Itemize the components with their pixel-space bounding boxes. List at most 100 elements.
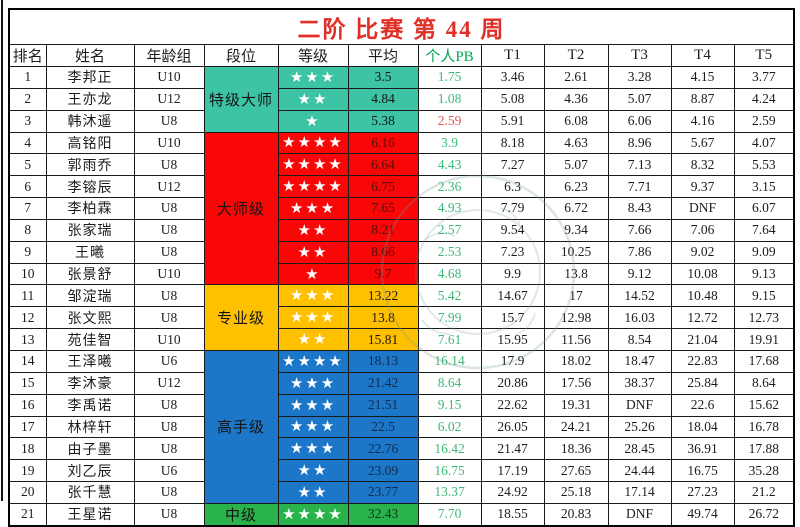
- time-cell-t3: 3.28: [607, 66, 672, 89]
- average-cell: 13.22: [347, 284, 419, 308]
- table-row: 13 苑佳智 U10 ★★ 15.81 7.61 15.95 11.56 8.54 21.04 19…: [8, 328, 795, 351]
- personal-best-cell: 2.59: [417, 109, 482, 133]
- time-cell-t1: 18.55: [480, 502, 545, 527]
- name-cell: 邹淀瑞: [45, 284, 135, 308]
- personal-best-cell: 6.02: [417, 415, 482, 439]
- table-row: 3 韩沐遥 U8 ★ 5.38 2.59 5.91 6.08 6.06 4.16 2.59: [8, 109, 795, 133]
- average-cell: 9.7: [347, 262, 419, 286]
- col-header-10: T3: [607, 44, 672, 67]
- time-cell-t4: 12.72: [670, 306, 735, 330]
- time-cell-t5: 2.59: [733, 109, 795, 133]
- time-cell-t2: 27.65: [543, 459, 609, 483]
- age-group-cell: U6: [133, 349, 205, 373]
- time-cell-t3: 6.06: [607, 109, 672, 133]
- time-cell-t5: 15.62: [733, 393, 795, 417]
- personal-best-cell: 7.61: [417, 328, 482, 351]
- star-rating-cell: ★★★: [277, 393, 349, 417]
- personal-best-cell: 1.75: [417, 66, 482, 89]
- average-cell: 13.8: [347, 306, 419, 330]
- table-row: 8 张家瑞 U8 ★★ 8.21 2.57 9.54 9.34 7.66 7.06 7.64: [8, 218, 795, 242]
- star-icons: ★★: [297, 463, 329, 480]
- time-cell-t3: 8.96: [607, 131, 672, 155]
- star-rating-cell: ★★: [277, 459, 349, 483]
- table-row: 2 王亦龙 U12 ★★ 4.84 1.08 5.08 4.36 5.07 8.87 4.24: [8, 87, 795, 111]
- rank-cell: 20: [8, 481, 47, 504]
- star-rating-cell: ★: [277, 262, 349, 286]
- star-icons: ★★★★: [282, 135, 344, 152]
- time-cell-t1: 24.92: [480, 481, 545, 504]
- star-icons: ★★: [297, 244, 329, 261]
- time-cell-t1: 7.79: [480, 197, 545, 220]
- col-header-3: 年龄组: [133, 44, 205, 67]
- average-cell: 22.76: [347, 437, 419, 461]
- time-cell-t5: 26.72: [733, 502, 795, 527]
- time-cell-t1: 22.62: [480, 393, 545, 417]
- time-cell-t2: 5.07: [543, 153, 609, 177]
- star-rating-cell: ★★: [277, 240, 349, 264]
- time-cell-t2: 12.98: [543, 306, 609, 330]
- average-cell: 21.51: [347, 393, 419, 417]
- table-row: 4 高铭阳 U10 大师级 ★★★★ 6.16 3.9 8.18 4.63 8.96 5.67 4.0…: [8, 131, 795, 286]
- name-cell: 张景舒: [45, 262, 135, 286]
- name-cell: 张千慧: [45, 481, 135, 504]
- results-table: 二阶 比赛 第 44 周 排名 姓名 年龄组 段位 等级 平均 个人PB T1 T2 T3 T4 T5…: [8, 8, 795, 527]
- star-icons: ★★★: [289, 419, 337, 436]
- name-cell: 由子墨: [45, 437, 135, 461]
- time-cell-t5: 6.07: [733, 197, 795, 220]
- name-cell: 刘乙辰: [45, 459, 135, 483]
- table-row: 18 由子墨 U8 ★★★ 22.76 16.42 21.47 18.36 28.45 36.91…: [8, 437, 795, 461]
- col-header-12: T5: [733, 44, 795, 67]
- col-header-1: 排名: [8, 44, 47, 67]
- time-cell-t4: 10.08: [670, 262, 735, 286]
- table-row: 1 李邦正 U10 特级大师 ★★★ 3.5 1.75 3.46 2.61 3.28 4.15 3.7…: [8, 66, 795, 133]
- name-cell: 王曦: [45, 240, 135, 264]
- rank-cell: 19: [8, 459, 47, 483]
- average-cell: 8.66: [347, 240, 419, 264]
- time-cell-t5: 12.73: [733, 306, 795, 330]
- star-icons: ★★★: [289, 310, 337, 327]
- time-cell-t2: 9.34: [543, 218, 609, 242]
- time-cell-t2: 24.21: [543, 415, 609, 439]
- time-cell-t3: 38.37: [607, 371, 672, 395]
- age-group-cell: U8: [133, 393, 205, 417]
- dan-group-cell: 大师级: [203, 131, 279, 286]
- star-rating-cell: ★★: [277, 218, 349, 242]
- name-cell: 李邦正: [45, 66, 135, 89]
- time-cell-t3: 8.43: [607, 197, 672, 220]
- average-cell: 21.42: [347, 371, 419, 395]
- time-cell-t3: 7.66: [607, 218, 672, 242]
- age-group-cell: U8: [133, 197, 205, 220]
- average-cell: 32.43: [347, 502, 419, 527]
- name-cell: 王泽曦: [45, 349, 135, 373]
- page-edge-line: [1, 0, 3, 501]
- time-cell-t2: 19.31: [543, 393, 609, 417]
- rank-cell: 5: [8, 153, 47, 177]
- time-cell-t5: 17.68: [733, 349, 795, 373]
- star-rating-cell: ★★★: [277, 437, 349, 461]
- age-group-cell: U8: [133, 109, 205, 133]
- dan-group-cell: 专业级: [203, 284, 279, 351]
- time-cell-t1: 8.18: [480, 131, 545, 155]
- personal-best-cell: 4.93: [417, 197, 482, 220]
- time-cell-t4: 27.23: [670, 481, 735, 504]
- name-cell: 王亦龙: [45, 87, 135, 111]
- table-row: 11 邹淀瑞 U8 专业级 ★★★ 13.22 5.42 14.67 17 14.52 10.48 9…: [8, 284, 795, 351]
- table-row: 20 张千慧 U8 ★★ 23.77 13.37 24.92 25.18 17.14 27.23 2…: [8, 481, 795, 504]
- rank-cell: 2: [8, 87, 47, 111]
- col-header-11: T4: [670, 44, 735, 67]
- star-rating-cell: ★★★★: [277, 131, 349, 155]
- time-cell-t3: 16.03: [607, 306, 672, 330]
- time-cell-t1: 26.05: [480, 415, 545, 439]
- personal-best-cell: 3.9: [417, 131, 482, 155]
- personal-best-cell: 2.53: [417, 240, 482, 264]
- age-group-cell: U8: [133, 153, 205, 177]
- time-cell-t2: 2.61: [543, 66, 609, 89]
- time-cell-t4: 18.04: [670, 415, 735, 439]
- personal-best-cell: 7.99: [417, 306, 482, 330]
- col-header-8: T1: [480, 44, 545, 67]
- average-cell: 22.5: [347, 415, 419, 439]
- age-group-cell: U6: [133, 459, 205, 483]
- col-header-7: 个人PB: [417, 44, 482, 67]
- time-cell-t4: 22.6: [670, 393, 735, 417]
